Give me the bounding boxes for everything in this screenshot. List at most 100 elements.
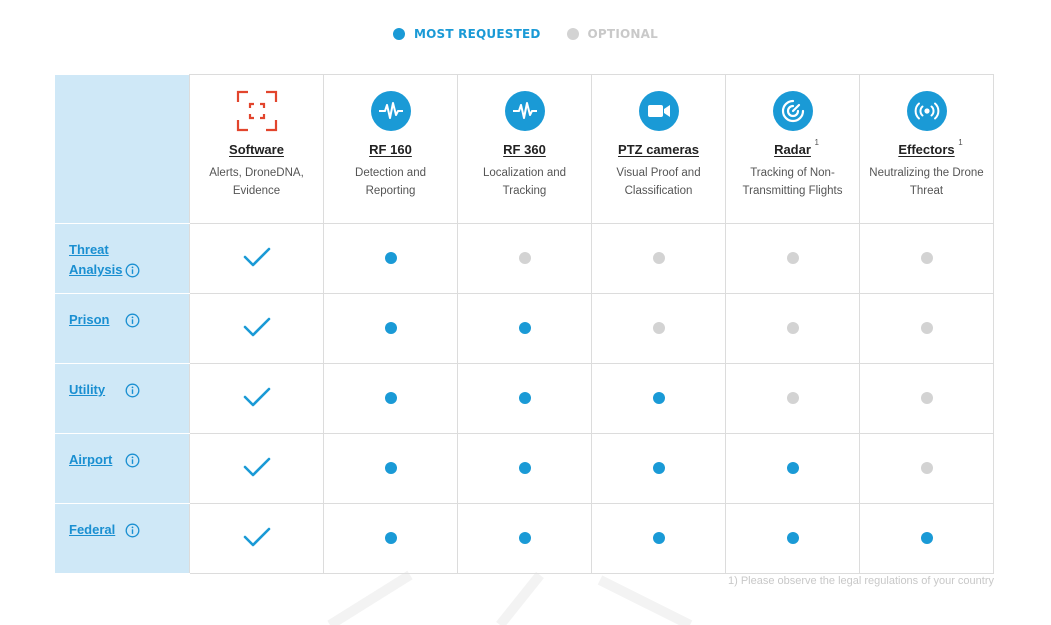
column-rf160: RF 160 Detection and Reporting xyxy=(323,74,458,224)
legend-most-requested-label: MOST REQUESTED xyxy=(414,27,541,41)
optional-dot xyxy=(920,322,933,334)
header-row: Software Alerts, DroneDNA, Evidence RF 1… xyxy=(55,74,994,224)
cell-federal-ptz-cameras xyxy=(591,503,726,574)
column-effectors: Effectors 1 Neutralizing the Drone Threat xyxy=(859,74,994,224)
column-title-effectors[interactable]: Effectors 1 xyxy=(898,138,963,157)
legend-most-requested[interactable]: MOST REQUESTED xyxy=(393,27,541,41)
optional-dot xyxy=(920,462,933,474)
checkmark-icon xyxy=(243,457,270,476)
cell-federal-rf-360 xyxy=(457,503,592,574)
cell-federal-rf-160 xyxy=(323,503,458,574)
most-requested-dot xyxy=(384,532,397,544)
column-title-radar[interactable]: Radar 1 xyxy=(774,138,819,157)
feature-matrix: Software Alerts, DroneDNA, Evidence RF 1… xyxy=(55,74,994,574)
most-requested-dot xyxy=(652,532,665,544)
checkmark-icon xyxy=(243,247,270,266)
broadcast-icon xyxy=(906,91,947,131)
cell-utility-rf-160 xyxy=(323,363,458,434)
row-link-federal[interactable]: Federal xyxy=(69,522,116,537)
column-desc-effectors: Neutralizing the Drone Threat xyxy=(869,167,984,197)
cell-federal-software xyxy=(189,503,324,574)
cell-utility-software xyxy=(189,363,324,434)
optional-dot xyxy=(652,252,665,264)
row-link-prison[interactable]: Prison xyxy=(69,312,110,327)
info-icon[interactable] xyxy=(125,263,140,278)
cell-airport-ptz-cameras xyxy=(591,433,726,504)
checkmark-icon xyxy=(243,387,270,406)
table-row-airport: Airport xyxy=(55,433,994,504)
table-row-threat-analysis: Threat Analysis xyxy=(55,223,994,294)
cell-threat-analysis-rf-360 xyxy=(457,223,592,294)
optional-dot xyxy=(920,252,933,264)
most-requested-dot xyxy=(384,392,397,404)
footnote-marker: 1 xyxy=(958,138,963,147)
checkmark-icon xyxy=(243,527,270,546)
column-title-ptz-cameras[interactable]: PTZ cameras xyxy=(618,142,699,157)
column-rf360: RF 360 Localization and Tracking xyxy=(457,74,592,224)
column-desc-rf160: Detection and Reporting xyxy=(355,167,426,197)
cell-prison-radar xyxy=(725,293,860,364)
corner-cell xyxy=(55,74,190,224)
cell-prison-ptz-cameras xyxy=(591,293,726,364)
legend: MOST REQUESTED OPTIONAL xyxy=(0,27,1051,41)
rf-wave-icon xyxy=(370,91,411,131)
cell-federal-effectors xyxy=(859,503,994,574)
optional-dot-icon xyxy=(566,28,579,40)
row-link-threat-analysis[interactable]: Threat Analysis xyxy=(69,242,123,277)
legend-optional[interactable]: OPTIONAL xyxy=(566,27,658,41)
most-requested-dot xyxy=(652,462,665,474)
column-title-rf360[interactable]: RF 360 xyxy=(503,142,546,157)
camera-icon xyxy=(638,91,679,131)
cell-utility-ptz-cameras xyxy=(591,363,726,434)
column-software: Software Alerts, DroneDNA, Evidence xyxy=(189,74,324,224)
column-radar: Radar 1 Tracking of Non-Transmitting Flig… xyxy=(725,74,860,224)
most-requested-dot xyxy=(384,462,397,474)
most-requested-dot xyxy=(518,532,531,544)
optional-dot xyxy=(518,252,531,264)
column-desc-rf360: Localization and Tracking xyxy=(482,167,567,197)
row-header-airport: Airport xyxy=(55,433,190,504)
info-icon[interactable] xyxy=(125,523,140,538)
column-desc-radar: Tracking of Non-Transmitting Flights xyxy=(742,167,843,197)
optional-dot xyxy=(652,322,665,334)
software-scan-icon xyxy=(236,90,277,132)
cell-prison-software xyxy=(189,293,324,364)
column-title-rf160[interactable]: RF 160 xyxy=(369,142,412,157)
most-requested-dot xyxy=(786,532,799,544)
cell-threat-analysis-software xyxy=(189,223,324,294)
most-requested-dot xyxy=(518,462,531,474)
cell-airport-rf-360 xyxy=(457,433,592,504)
optional-dot xyxy=(920,392,933,404)
row-header-utility: Utility xyxy=(55,363,190,434)
cell-airport-rf-160 xyxy=(323,433,458,504)
table-row-utility: Utility xyxy=(55,363,994,434)
most-requested-dot xyxy=(384,322,397,334)
cell-utility-effectors xyxy=(859,363,994,434)
info-icon[interactable] xyxy=(125,313,140,328)
row-link-utility[interactable]: Utility xyxy=(69,382,106,397)
row-header-threat-analysis: Threat Analysis xyxy=(55,223,190,294)
radar-icon xyxy=(772,91,813,131)
info-icon[interactable] xyxy=(125,453,140,468)
most-requested-dot xyxy=(652,392,665,404)
cell-prison-rf-160 xyxy=(323,293,458,364)
optional-dot xyxy=(786,322,799,334)
most-requested-dot-icon xyxy=(393,28,406,40)
cell-threat-analysis-effectors xyxy=(859,223,994,294)
cell-threat-analysis-rf-160 xyxy=(323,223,458,294)
cell-airport-radar xyxy=(725,433,860,504)
rf-wave-icon xyxy=(504,91,545,131)
column-desc-ptz-cameras: Visual Proof and Classification xyxy=(616,167,701,197)
info-icon[interactable] xyxy=(125,383,140,398)
column-title-software[interactable]: Software xyxy=(229,142,284,157)
most-requested-dot xyxy=(786,462,799,474)
cell-threat-analysis-radar xyxy=(725,223,860,294)
most-requested-dot xyxy=(384,252,397,264)
footnote-marker: 1 xyxy=(814,138,819,147)
cell-federal-radar xyxy=(725,503,860,574)
cell-threat-analysis-ptz-cameras xyxy=(591,223,726,294)
matrix-body: Threat Analysis Prison Utility Airport Feder… xyxy=(55,223,994,574)
column-ptz-cameras: PTZ cameras Visual Proof and Classificat… xyxy=(591,74,726,224)
row-link-airport[interactable]: Airport xyxy=(69,452,113,467)
cell-airport-effectors xyxy=(859,433,994,504)
